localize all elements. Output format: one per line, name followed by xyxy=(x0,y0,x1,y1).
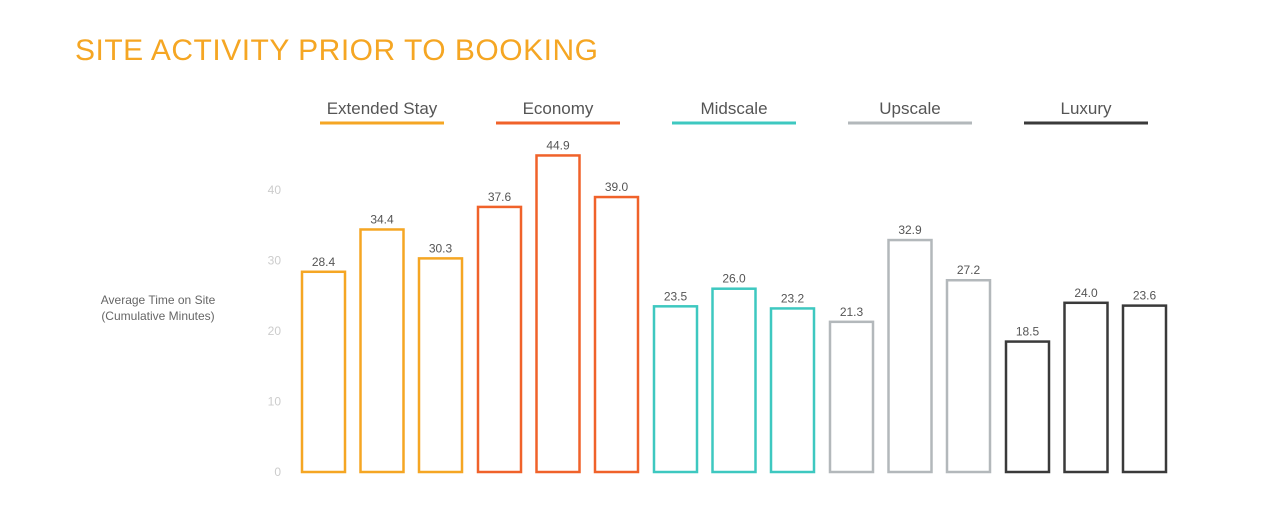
data-label-extended-stay-1: 28.4 xyxy=(312,255,336,269)
bar-midscale-2 xyxy=(711,287,757,474)
data-label-upscale-3: 27.2 xyxy=(957,263,981,277)
data-label-upscale-1: 21.3 xyxy=(840,305,864,319)
bar-upscale-2 xyxy=(887,238,933,474)
y-tick-label: 30 xyxy=(268,254,282,268)
data-label-upscale-2: 32.9 xyxy=(898,223,922,237)
legend-label-extended-stay: Extended Stay xyxy=(327,99,438,118)
data-label-midscale-2: 26.0 xyxy=(722,272,746,286)
data-label-extended-stay-2: 34.4 xyxy=(370,212,394,226)
data-label-midscale-1: 23.5 xyxy=(664,289,688,303)
legend-label-economy: Economy xyxy=(523,99,594,118)
bar-extended-stay-3 xyxy=(417,257,464,474)
bar-economy-1 xyxy=(476,205,523,474)
bar-upscale-1 xyxy=(828,320,875,474)
y-tick-label: 20 xyxy=(268,324,282,338)
bar-luxury-3 xyxy=(1121,304,1168,474)
data-label-luxury-1: 18.5 xyxy=(1016,325,1040,339)
legend-label-midscale: Midscale xyxy=(700,99,767,118)
bar-midscale-3 xyxy=(769,307,816,474)
chart-title: SITE ACTIVITY PRIOR TO BOOKING xyxy=(75,34,599,67)
y-tick-label: 40 xyxy=(268,183,282,197)
data-label-economy-2: 44.9 xyxy=(546,138,570,152)
bar-economy-3 xyxy=(593,195,640,474)
bar-extended-stay-2 xyxy=(359,228,405,474)
data-label-extended-stay-3: 30.3 xyxy=(429,241,453,255)
legend-label-upscale: Upscale xyxy=(879,99,940,118)
y-tick-label: 0 xyxy=(274,465,281,479)
y-axis-label-line-2: (Cumulative Minutes) xyxy=(101,309,215,323)
data-label-economy-3: 39.0 xyxy=(605,180,629,194)
data-label-luxury-3: 23.6 xyxy=(1133,289,1157,303)
bar-upscale-3 xyxy=(945,278,992,474)
legend-label-luxury: Luxury xyxy=(1060,99,1112,118)
bar-midscale-1 xyxy=(652,305,699,474)
y-tick-label: 10 xyxy=(268,395,282,409)
y-axis-label: Average Time on Site (Cumulative Minutes… xyxy=(60,292,256,324)
y-axis-label-line-1: Average Time on Site xyxy=(100,293,216,307)
data-label-luxury-2: 24.0 xyxy=(1074,286,1098,300)
bar-economy-2 xyxy=(535,154,581,474)
bar-extended-stay-1 xyxy=(300,270,347,474)
bar-luxury-1 xyxy=(1004,340,1051,474)
data-label-midscale-3: 23.2 xyxy=(781,291,805,305)
data-label-economy-1: 37.6 xyxy=(488,190,512,204)
bar-luxury-2 xyxy=(1063,301,1109,474)
